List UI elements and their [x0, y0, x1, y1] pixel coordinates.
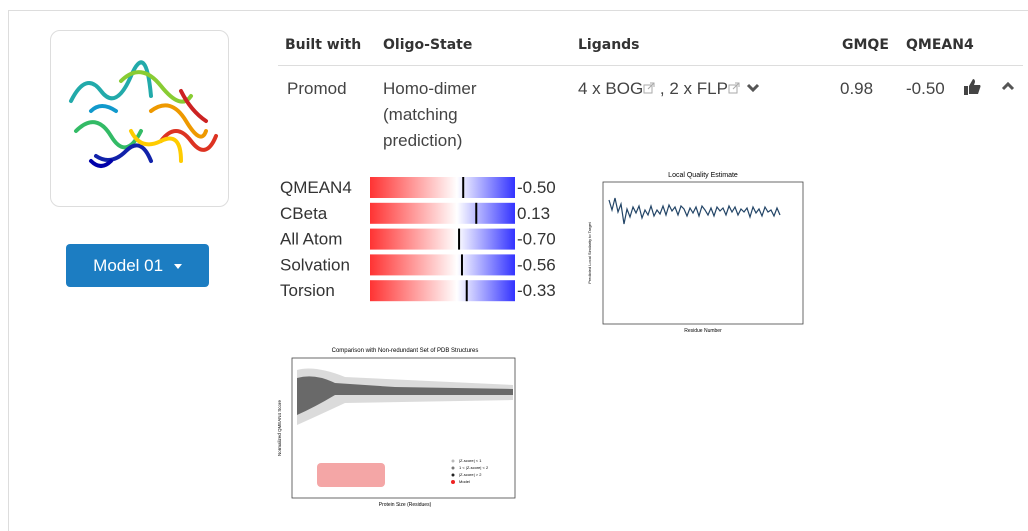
external-icon — [728, 82, 740, 94]
header-built-with: Built with — [285, 37, 361, 53]
plot-title: Local Quality Estimate — [668, 172, 738, 179]
ligand-link[interactable]: 4 x BOG — [578, 79, 643, 98]
score-bar — [370, 229, 515, 250]
oligo-state: Homo-dimer (matching prediction) — [383, 76, 503, 154]
score-label: QMEAN4 — [280, 178, 352, 197]
button-label: Model 01 — [93, 256, 163, 275]
external-icon — [643, 82, 655, 94]
caret — [174, 264, 182, 269]
header-oligo-state: Oligo-State — [383, 37, 472, 53]
score-label: All Atom — [280, 230, 342, 249]
score-value: -0.56 — [517, 255, 556, 274]
score-label: Torsion — [280, 281, 335, 300]
score-value: -0.50 — [517, 178, 556, 197]
score-bar — [370, 177, 515, 198]
ligand-link[interactable]: , 2 x FLP — [660, 79, 728, 98]
plot-y-label: Predicted Local Similarity to Target — [587, 221, 592, 283]
local-quality-image: Local Quality Estimate Residue Number Pr… — [585, 170, 807, 335]
quality-bars: QMEAN4 -0.50 CBeta 0.13 All Atom -0.70 Solvati… — [275, 175, 575, 305]
header-qmean4: QMEAN4 — [906, 37, 974, 53]
score-label: CBeta — [280, 204, 328, 223]
header-rule — [278, 65, 1023, 66]
thumb-icon[interactable] — [962, 78, 982, 96]
header-gmqe: GMQE — [842, 37, 889, 53]
page: Model 01 Built with Oligo-State Ligands … — [0, 0, 1028, 508]
score-value: 0.13 — [517, 204, 550, 223]
plot-y-label: Normalized QMEAN4 Score — [277, 400, 282, 457]
score-value: -0.70 — [517, 230, 556, 249]
score-bar — [370, 203, 515, 224]
score-bar — [370, 280, 515, 301]
expand-chevron[interactable] — [745, 82, 761, 94]
score-bar — [370, 254, 515, 275]
local-quality-plot: Local Quality Estimate Residue Number Pr… — [585, 170, 807, 335]
legend-label: Model — [459, 479, 470, 484]
plot-note — [317, 463, 385, 487]
header-ligands: Ligands — [578, 37, 640, 53]
legend-label: |Z-score| < 1 — [459, 458, 482, 463]
plot-frame — [603, 182, 803, 324]
plot-x-label: Protein Size (Residues) — [379, 502, 432, 508]
structure-image — [51, 31, 228, 206]
gmqe: 0.98 — [840, 76, 873, 102]
comparison-plot: Comparison with Non-redundant Set of PDB… — [275, 345, 525, 508]
collapse-chevron[interactable] — [1000, 80, 1016, 92]
ligands: 4 x BOG , 2 x FLP — [578, 76, 761, 102]
comparison-image: Comparison with Non-redundant Set of PDB… — [275, 345, 525, 508]
qmean4: -0.50 — [906, 76, 945, 102]
plot-title: Comparison with Non-redundant Set of PDB… — [332, 348, 479, 354]
model-button[interactable]: Model 01 — [66, 244, 209, 287]
score-label: Solvation — [280, 255, 350, 274]
built-with: Promod — [287, 76, 347, 102]
score-value: -0.33 — [517, 281, 556, 300]
structure-thumbnail[interactable] — [50, 30, 229, 207]
legend-label: 1 < |Z-score| < 2 — [459, 465, 489, 470]
legend-label: |Z-score| > 2 — [459, 472, 482, 477]
plot-x-label: Residue Number — [684, 328, 722, 334]
